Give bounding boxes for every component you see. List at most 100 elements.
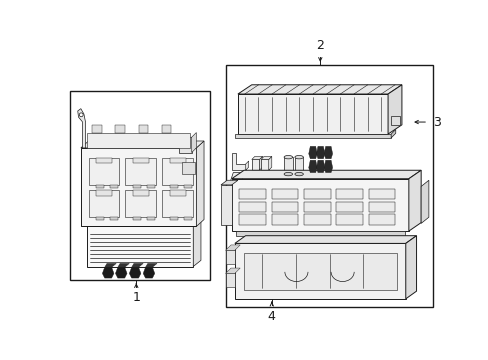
Polygon shape [271, 215, 298, 225]
Bar [70, 91, 210, 280]
Polygon shape [115, 267, 127, 278]
Polygon shape [87, 132, 190, 148]
Polygon shape [316, 147, 324, 159]
Polygon shape [234, 243, 405, 299]
Polygon shape [170, 158, 185, 163]
Polygon shape [115, 125, 124, 132]
Polygon shape [368, 202, 394, 212]
Polygon shape [162, 125, 171, 132]
Polygon shape [110, 185, 118, 188]
Polygon shape [261, 156, 271, 159]
Text: 3: 3 [432, 116, 440, 129]
Polygon shape [316, 160, 324, 172]
Polygon shape [251, 159, 259, 170]
Polygon shape [118, 264, 129, 267]
Text: 2: 2 [316, 40, 324, 53]
Polygon shape [183, 217, 191, 220]
Polygon shape [324, 160, 332, 172]
Polygon shape [170, 190, 185, 196]
Polygon shape [324, 147, 332, 159]
Polygon shape [182, 162, 194, 174]
Polygon shape [231, 153, 245, 170]
Polygon shape [88, 190, 119, 217]
Polygon shape [179, 137, 191, 153]
Polygon shape [88, 158, 119, 185]
Polygon shape [284, 157, 292, 174]
Polygon shape [244, 253, 396, 289]
Polygon shape [225, 245, 240, 250]
Polygon shape [231, 170, 420, 179]
Polygon shape [239, 202, 265, 212]
Polygon shape [230, 172, 242, 188]
Polygon shape [271, 202, 298, 212]
Polygon shape [87, 226, 193, 266]
Polygon shape [304, 202, 330, 212]
Ellipse shape [294, 156, 303, 159]
Polygon shape [336, 202, 362, 212]
Polygon shape [170, 217, 178, 220]
Polygon shape [133, 190, 148, 196]
Polygon shape [133, 185, 141, 188]
Polygon shape [238, 85, 401, 94]
Polygon shape [221, 180, 238, 185]
Polygon shape [133, 217, 141, 220]
Polygon shape [221, 185, 231, 225]
Polygon shape [102, 267, 114, 278]
Polygon shape [138, 125, 147, 132]
Polygon shape [225, 250, 234, 264]
Polygon shape [110, 217, 118, 220]
Polygon shape [225, 268, 240, 274]
Polygon shape [147, 185, 154, 188]
Polygon shape [420, 180, 428, 223]
Polygon shape [239, 189, 265, 199]
Ellipse shape [284, 156, 292, 159]
Polygon shape [235, 231, 404, 236]
Polygon shape [304, 189, 330, 199]
Polygon shape [368, 215, 394, 225]
Polygon shape [125, 190, 156, 217]
Polygon shape [261, 159, 268, 170]
Polygon shape [245, 161, 248, 170]
Polygon shape [147, 217, 154, 220]
Polygon shape [78, 109, 85, 148]
Polygon shape [336, 215, 362, 225]
Polygon shape [92, 125, 102, 132]
Ellipse shape [284, 172, 292, 176]
Polygon shape [234, 236, 416, 243]
Polygon shape [193, 220, 201, 266]
Polygon shape [81, 148, 196, 226]
Text: 1: 1 [132, 291, 140, 304]
Polygon shape [145, 264, 157, 267]
Polygon shape [387, 85, 401, 134]
Polygon shape [368, 189, 394, 199]
Polygon shape [196, 141, 203, 226]
Polygon shape [239, 215, 265, 225]
Polygon shape [294, 157, 303, 174]
Polygon shape [96, 217, 104, 220]
Polygon shape [304, 215, 330, 225]
Polygon shape [183, 185, 191, 188]
Polygon shape [231, 179, 408, 231]
Polygon shape [131, 264, 143, 267]
Polygon shape [336, 189, 362, 199]
Polygon shape [170, 185, 178, 188]
Polygon shape [259, 156, 262, 170]
Polygon shape [96, 190, 111, 196]
Polygon shape [81, 141, 203, 148]
Polygon shape [96, 185, 104, 188]
Polygon shape [162, 158, 193, 185]
Polygon shape [225, 274, 234, 287]
Circle shape [79, 113, 83, 117]
Polygon shape [268, 156, 271, 170]
Polygon shape [390, 130, 395, 138]
Polygon shape [96, 158, 111, 163]
Polygon shape [405, 236, 416, 299]
Polygon shape [125, 158, 156, 185]
Bar [225, 65, 432, 307]
Polygon shape [133, 158, 148, 163]
Polygon shape [234, 134, 390, 138]
Polygon shape [191, 132, 196, 153]
Ellipse shape [294, 172, 303, 176]
Polygon shape [251, 156, 262, 159]
Polygon shape [129, 267, 141, 278]
